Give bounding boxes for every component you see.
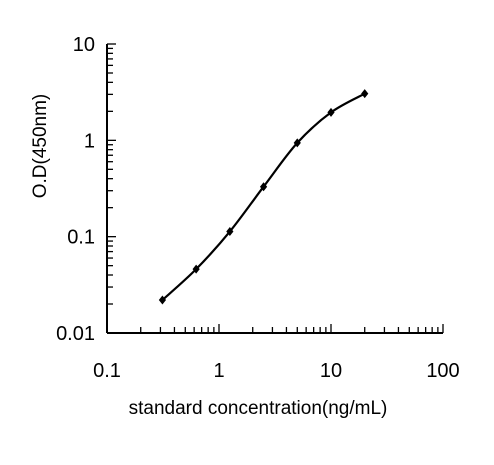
data-point bbox=[226, 227, 234, 237]
data-point bbox=[361, 89, 369, 99]
x-tick-label: 10 bbox=[320, 360, 342, 382]
tick-marks bbox=[106, 43, 444, 334]
data-point bbox=[259, 182, 268, 192]
y-tick-label: 10 bbox=[73, 34, 95, 56]
x-tick-label: 1 bbox=[213, 360, 224, 382]
y-tick-label: 0.1 bbox=[67, 227, 95, 249]
data-point bbox=[293, 138, 301, 148]
series-layer bbox=[158, 89, 369, 305]
axes bbox=[106, 44, 443, 334]
x-axis-title: standard concentration(ng/mL) bbox=[129, 398, 388, 419]
y-tick-label: 0.01 bbox=[56, 323, 95, 345]
x-tick-label: 100 bbox=[426, 360, 459, 382]
y-tick-label: 1 bbox=[84, 130, 95, 152]
data-point bbox=[192, 264, 200, 274]
x-tick-label: 0.1 bbox=[93, 360, 121, 382]
tick-labels: 0.1 1 10 100 0.01 0.1 1 10 bbox=[56, 34, 460, 382]
data-point bbox=[158, 295, 167, 305]
data-point bbox=[327, 107, 335, 117]
y-axis-title: O.D(450nm) bbox=[30, 94, 51, 199]
